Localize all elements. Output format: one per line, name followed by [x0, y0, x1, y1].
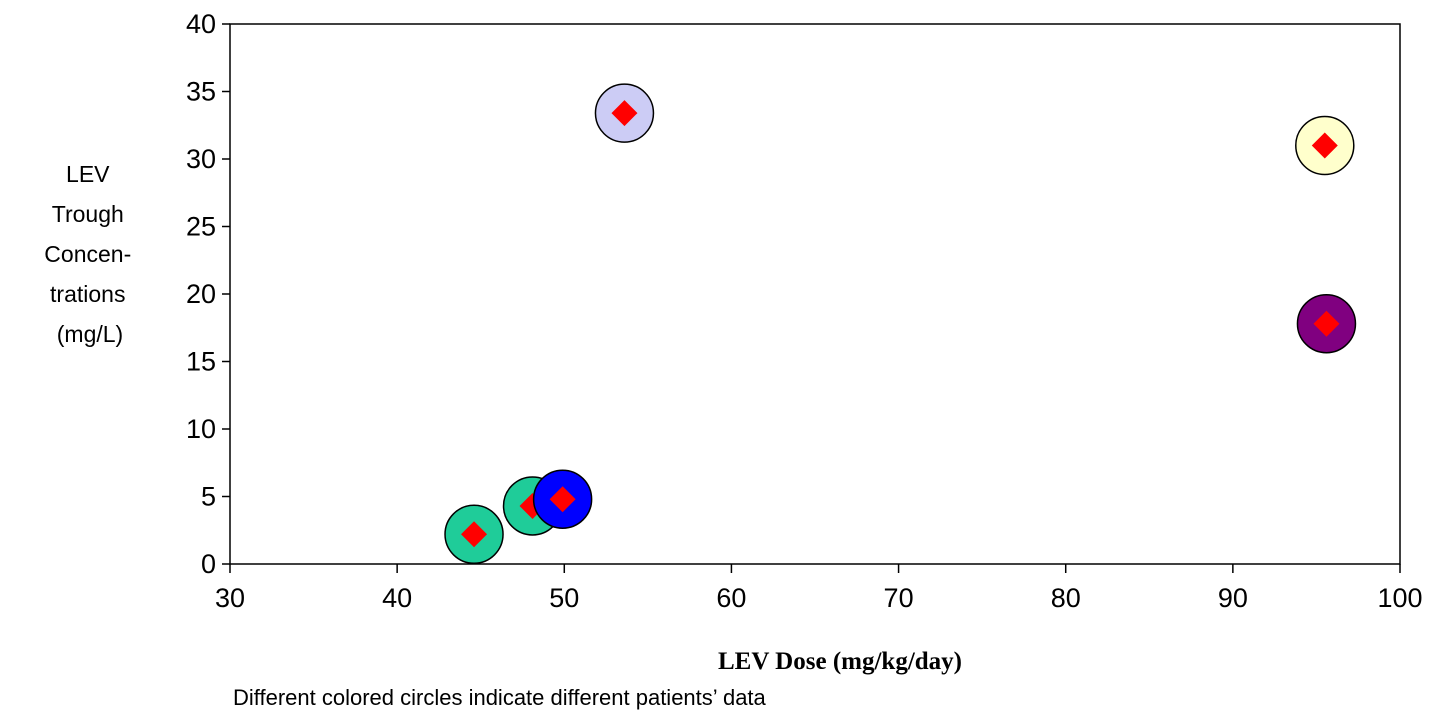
- y-axis-label: LEV Trough Concen- trations (mg/L): [44, 161, 135, 347]
- y-axis-label-line: trations: [50, 281, 125, 307]
- y-axis-label-line: LEV: [66, 161, 110, 187]
- x-tick-label: 90: [1218, 583, 1248, 613]
- data-point: [532, 469, 593, 529]
- data-points: [444, 83, 1357, 565]
- y-axis-label-line: (mg/L): [57, 321, 123, 347]
- y-tick-label: 25: [186, 212, 216, 242]
- diamond-marker: [549, 486, 576, 513]
- diamond-marker: [1313, 310, 1340, 337]
- diamond-marker: [461, 521, 488, 548]
- data-point: [1296, 293, 1357, 354]
- chart-note: Different colored circles indicate diffe…: [233, 685, 767, 710]
- y-tick-label: 40: [186, 9, 216, 39]
- y-axis-label-line: Concen-: [44, 241, 131, 267]
- x-tick-label: 60: [716, 583, 746, 613]
- y-tick-label: 10: [186, 414, 216, 444]
- x-axis-label: LEV Dose (mg/kg/day): [718, 648, 962, 675]
- diamond-marker: [611, 100, 638, 127]
- x-axis: 30 40 50 60 70 80 90 100: [215, 564, 1423, 613]
- y-axis: 0 5 10 15 20 25 30 35 40: [186, 9, 230, 579]
- x-tick-label: 70: [884, 583, 914, 613]
- plot-frame: [229, 23, 1401, 565]
- y-tick-label: 35: [186, 77, 216, 107]
- x-tick-label: 30: [215, 583, 245, 613]
- y-tick-label: 30: [186, 144, 216, 174]
- diamond-marker: [1311, 132, 1338, 159]
- x-tick-label: 80: [1051, 583, 1081, 613]
- data-point: [444, 504, 504, 565]
- y-tick-label: 5: [201, 482, 216, 512]
- x-tick-label: 100: [1377, 583, 1422, 613]
- y-axis-label-line: Trough: [52, 201, 124, 227]
- y-tick-label: 20: [186, 279, 216, 309]
- data-point: [594, 83, 655, 143]
- y-tick-label: 0: [201, 549, 216, 579]
- data-point: [1295, 115, 1355, 176]
- x-tick-label: 50: [549, 583, 579, 613]
- y-tick-label: 15: [186, 347, 216, 377]
- x-tick-label: 40: [382, 583, 412, 613]
